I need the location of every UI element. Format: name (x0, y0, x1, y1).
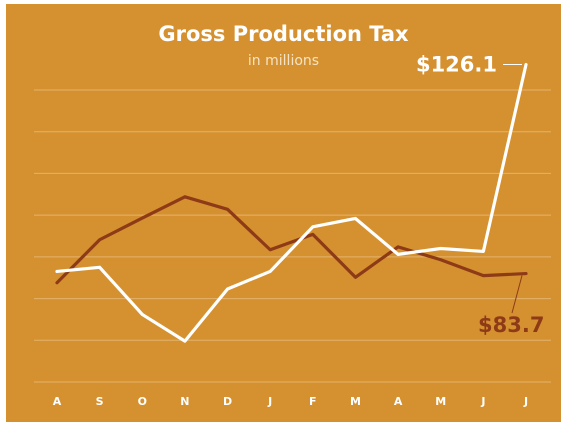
x-tick-label: O (138, 395, 147, 408)
x-tick-label: A (53, 395, 62, 408)
series-lines (55, 62, 528, 343)
series-line-1 (55, 62, 528, 343)
line-chart: $126.1 $83.7 A S O N D J F M A M J J (34, 53, 551, 408)
chart-title: Gross Production Tax (158, 22, 409, 46)
x-tick-label: J (480, 395, 485, 408)
chart-subtitle: in millions (247, 53, 320, 69)
x-tick-label: S (96, 395, 104, 408)
x-tick-label: M (435, 395, 446, 408)
gridlines (34, 89, 551, 383)
x-tick-label: F (309, 395, 317, 408)
end-label-1: $126.1 (416, 53, 497, 77)
leader-line-2 (511, 275, 523, 314)
x-tick-label: M (350, 395, 361, 408)
x-tick-label: J (267, 395, 272, 408)
x-tick-label: A (394, 395, 403, 408)
chart-panel: Gross Production Tax in millions $126.1 $… (6, 4, 561, 422)
end-label-2: $83.7 (478, 313, 544, 337)
x-tick-label: N (180, 395, 189, 408)
series-line-2 (55, 195, 528, 285)
x-tick-label: D (223, 395, 232, 408)
x-tick-label: J (523, 395, 528, 408)
end-labels: $126.1 $83.7 (416, 53, 544, 337)
